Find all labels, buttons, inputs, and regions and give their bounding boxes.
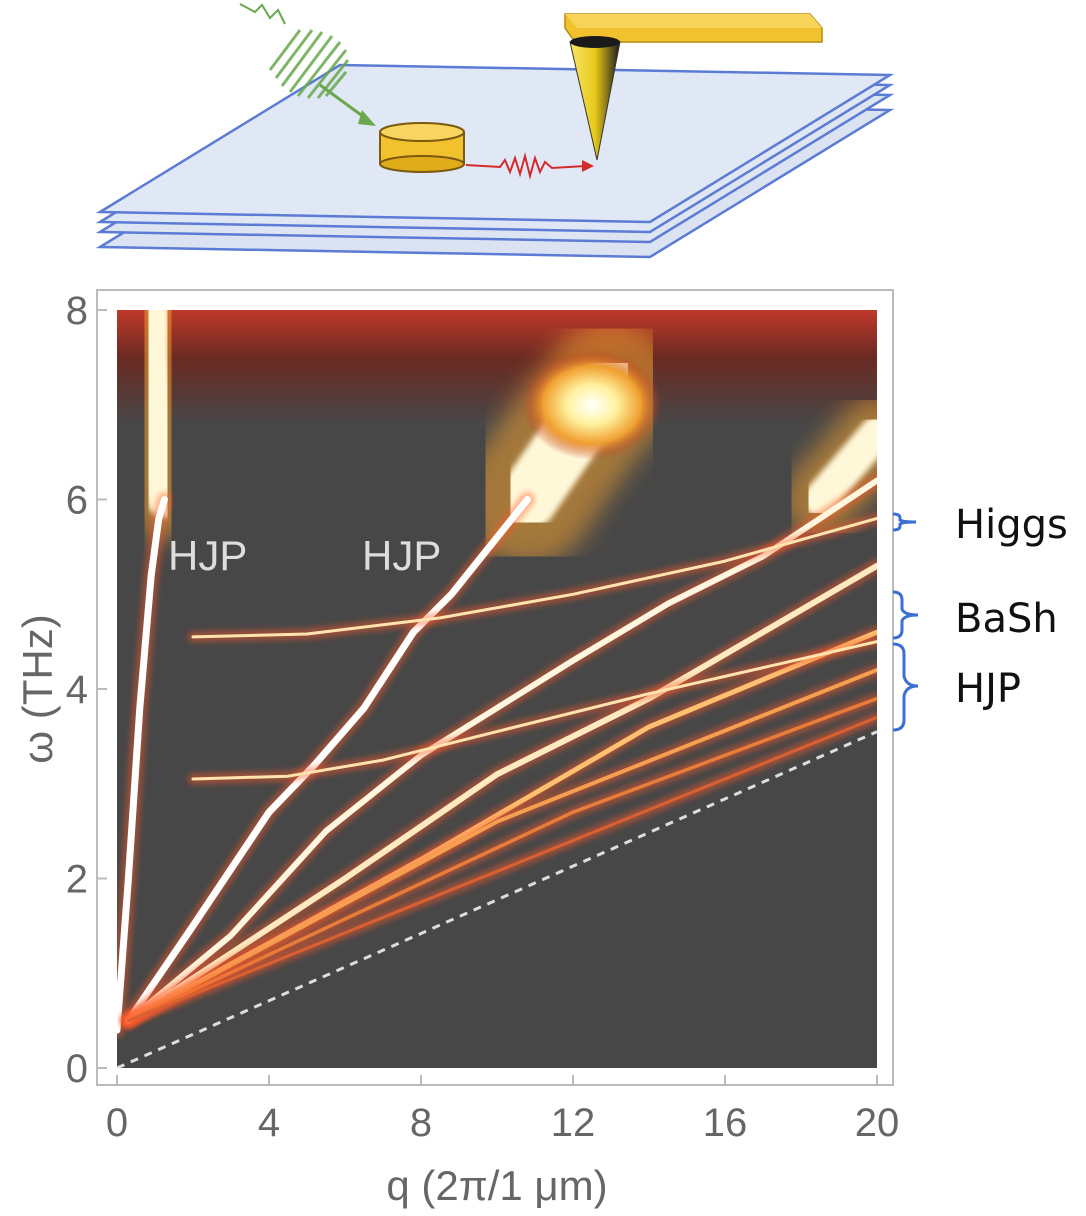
layered-slab [95,63,895,259]
band-line-5 [126,668,877,1023]
higgs-bracket [892,512,917,532]
y-axis-label: ω (THz) [14,614,61,763]
incident-light-wave [239,3,376,126]
light-cone-dashed-line [117,730,877,1068]
x-tick-label-3: 12 [551,1101,596,1145]
hjp-annotation-2: HJP [362,532,441,579]
x-tick-label-1: 4 [258,1101,280,1145]
bash-bracket [892,590,919,640]
y-tick-label-2: 4 [66,668,88,712]
x-axis-ticks: 0 4 8 12 16 20 [106,1075,899,1145]
side-annotations: Higgs BaSh HJP [892,502,1068,732]
y-tick-label-1: 2 [66,858,88,902]
band-line-8 [191,517,877,639]
band-line-0 [117,496,168,1034]
bash-label: BaSh [955,596,1058,642]
continuum-hotspot [522,349,662,460]
y-tick-label-0: 0 [66,1047,88,1091]
continuum-region [117,310,877,566]
x-axis-label: q (2π/1 μm) [386,1162,607,1209]
y-tick-label-4: 8 [66,289,88,333]
continuum-plume-core-0 [133,310,183,518]
y-tick-label-3: 6 [66,479,88,523]
dispersion-bands [117,473,877,1038]
emitted-thz-wave [465,152,594,180]
y-axis-ticks: 0 2 4 6 8 [66,289,107,1091]
band-line-3 [125,562,877,1024]
hjp-annotation-1: HJP [168,532,247,579]
hjp-side-label: HJP [955,666,1021,712]
band-line-9 [191,640,877,781]
schematic-illustration [95,3,895,259]
hjp-bracket [892,642,919,732]
x-tick-label-0: 0 [106,1101,128,1145]
band-line-6 [126,696,877,1023]
band-line-1 [124,496,531,1025]
gold-disk-antenna [379,122,465,173]
higgs-label: Higgs [955,502,1068,548]
x-tick-label-4: 16 [703,1101,748,1145]
x-tick-label-5: 20 [855,1101,900,1145]
x-tick-label-2: 8 [410,1101,432,1145]
continuum-plume-core-2 [803,416,877,517]
band-line-7 [126,715,877,1023]
afm-tip-cantilever [564,13,823,161]
